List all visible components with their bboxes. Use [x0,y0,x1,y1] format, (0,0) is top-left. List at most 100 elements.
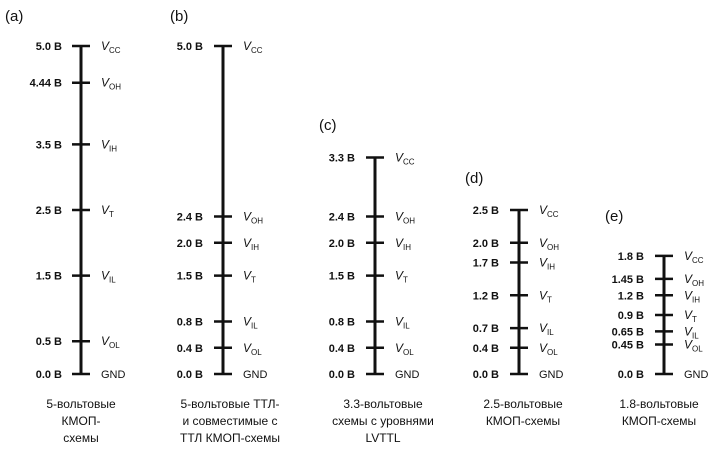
level-value: 2.5 В [473,205,499,217]
signal-symbol: V [243,210,252,224]
signal-symbol: V [684,324,693,338]
signal-subscript: OL [251,348,262,357]
level-value: 0.45 В [612,339,644,351]
signal-symbol: V [684,288,693,302]
level-signal: VT [395,269,408,285]
signal-subscript: IH [547,262,555,271]
signal-subscript: IL [403,322,410,331]
level-signal: VIL [684,324,699,340]
signal-subscript: IL [109,276,116,285]
level-value: 0.0 В [618,369,644,381]
signal-symbol: V [101,203,110,217]
signal-subscript: OH [547,243,559,252]
level-value: 1.45 В [612,274,644,286]
level-value: 5.0 В [36,41,62,53]
level-value: 2.4 В [177,212,203,224]
level-signal-gnd: GND [684,369,709,381]
level-value: 2.0 В [329,238,355,250]
panel-caption-line: КМОП-схемы [486,414,560,428]
panel-label: (b) [170,8,188,25]
level-value: 0.65 В [612,326,644,338]
level-signal: VOH [395,210,415,226]
signal-subscript: OL [692,344,703,353]
signal-subscript: IH [692,295,700,304]
panel-caption-line: КМОП- [62,414,101,428]
level-value: 0.7 В [473,323,499,335]
signal-symbol: V [101,76,110,90]
signal-symbol: V [395,236,404,250]
level-signal: VT [539,288,552,304]
level-value: 0.0 В [177,369,203,381]
signal-symbol: V [243,341,252,355]
panel-caption-line: 5-вольтовые [46,397,116,411]
signal-subscript: CC [403,158,415,167]
level-signal: VOH [243,210,263,226]
signal-subscript: IL [547,328,554,337]
level-signal: VOL [684,337,703,353]
signal-subscript: CC [692,256,704,265]
level-value: 1.7 В [473,257,499,269]
panel-label: (d) [465,170,483,187]
panel-label: (a) [5,8,23,25]
signal-symbol: V [395,341,404,355]
signal-symbol: V [101,39,110,53]
signal-symbol: V [101,137,110,151]
signal-symbol: V [395,315,404,329]
signal-subscript: CC [547,210,559,219]
signal-symbol: V [243,315,252,329]
level-value: 0.8 В [177,317,203,329]
level-value: 1.8 В [618,251,644,263]
signal-symbol: V [539,203,548,217]
level-value: 3.3 В [329,153,355,165]
level-signal: VIH [395,236,411,252]
signal-symbol: V [684,337,693,351]
level-value: 0.4 В [473,343,499,355]
level-signal: VCC [395,151,415,167]
signal-symbol: V [684,249,693,263]
level-signal: VIL [243,315,258,331]
level-signal: VIH [684,288,700,304]
level-value: 1.5 В [329,271,355,283]
signal-symbol: V [243,236,252,250]
panel-caption-line: 3.3-вольтовые [343,397,423,411]
signal-subscript: T [251,276,256,285]
signal-subscript: T [109,210,114,219]
signal-symbol: V [539,236,548,250]
signal-subscript: OH [251,217,263,226]
panel-caption-line: LVTTL [365,431,400,445]
panel-label: (c) [319,117,337,134]
signal-symbol: V [101,334,110,348]
level-value: 0.0 В [473,369,499,381]
level-signal: VIH [243,236,259,252]
level-signal: VT [101,203,114,219]
level-value: 0.4 В [177,343,203,355]
signal-symbol: V [243,269,252,283]
level-signal: VOH [539,236,559,252]
signal-symbol: V [101,269,110,283]
level-signal: VT [243,269,256,285]
level-signal-gnd: GND [101,369,126,381]
level-signal: VIH [101,137,117,153]
panel-caption-line: схемы [63,431,98,445]
level-value: 4.44 В [30,78,62,90]
level-value: 0.9 В [618,310,644,322]
signal-symbol: V [539,288,548,302]
signal-subscript: IL [251,322,258,331]
signal-subscript: T [403,276,408,285]
level-signal: VCC [243,39,263,55]
signal-subscript: OH [403,217,415,226]
signal-symbol: V [539,341,548,355]
panel-caption-line: КМОП-схемы [622,414,696,428]
signal-symbol: V [539,321,548,335]
panel-caption-line: и совместимые с [182,414,277,428]
level-value: 0.0 В [36,369,62,381]
signal-symbol: V [395,269,404,283]
level-value: 2.4 В [329,212,355,224]
panel-caption-line: 1.8-вольтовые [619,397,699,411]
level-signal: VT [684,308,697,324]
level-signal: VOH [684,272,704,288]
level-signal: VIH [539,255,555,271]
